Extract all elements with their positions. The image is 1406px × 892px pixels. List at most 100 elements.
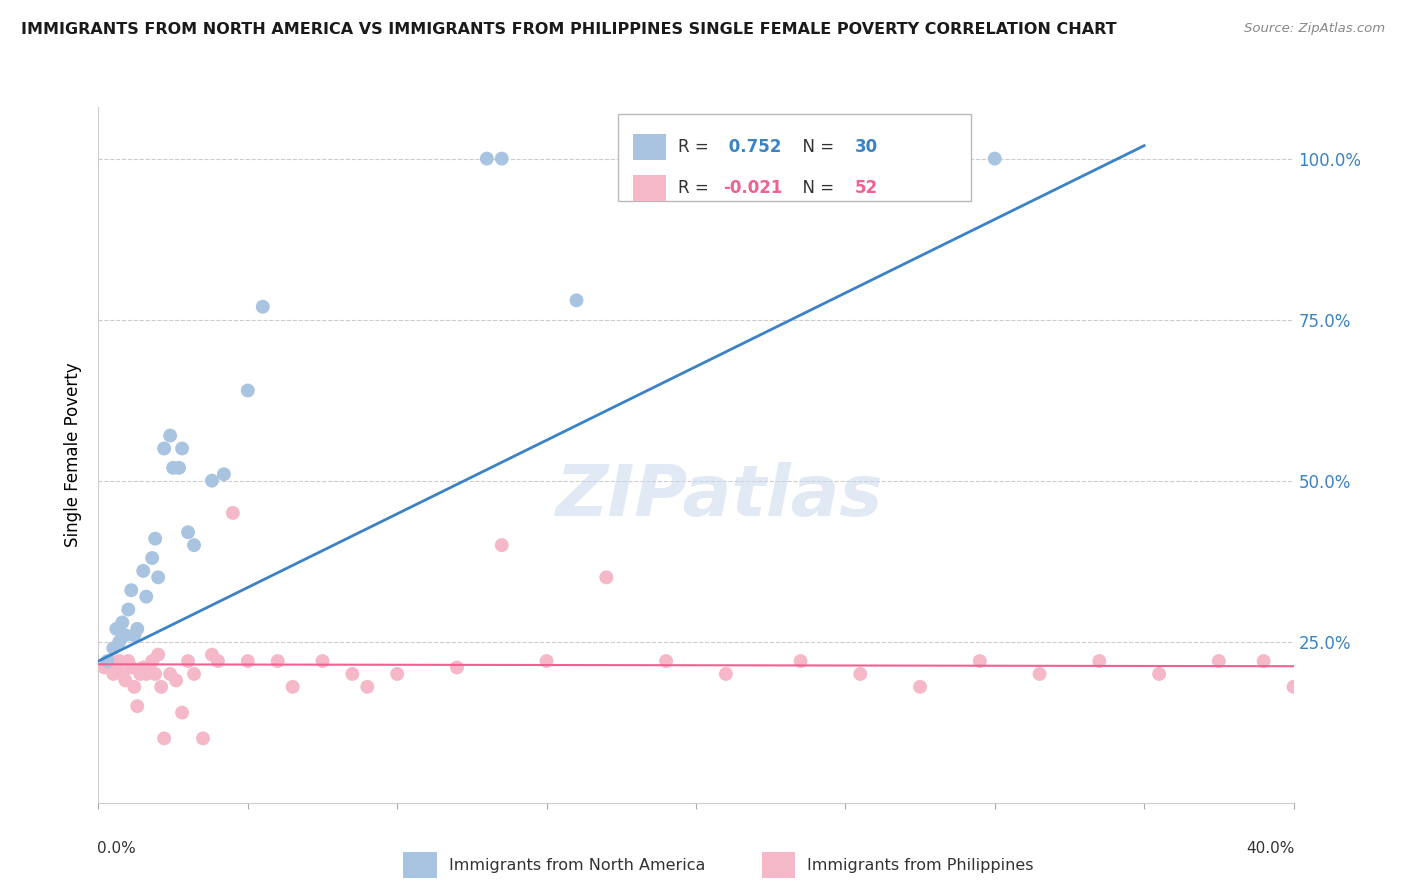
Text: Immigrants from Philippines: Immigrants from Philippines	[807, 858, 1033, 873]
Point	[103, 641, 125, 656]
Point	[491, 152, 513, 166]
Point	[172, 706, 194, 720]
Point	[491, 538, 513, 552]
Point	[100, 654, 122, 668]
FancyBboxPatch shape	[619, 114, 970, 201]
Point	[132, 660, 155, 674]
Point	[153, 731, 176, 746]
Point	[153, 442, 176, 456]
Y-axis label: Single Female Poverty: Single Female Poverty	[65, 363, 83, 547]
Point	[159, 667, 181, 681]
Point	[135, 590, 157, 604]
Point	[111, 615, 134, 630]
Point	[167, 460, 190, 475]
Point	[120, 583, 142, 598]
Point	[138, 660, 160, 674]
Text: N =: N =	[792, 179, 839, 197]
Point	[117, 654, 139, 668]
Point	[103, 667, 125, 681]
Text: Source: ZipAtlas.com: Source: ZipAtlas.com	[1244, 22, 1385, 36]
Text: 0.752: 0.752	[724, 138, 782, 156]
Point	[475, 152, 498, 166]
Text: N =: N =	[792, 138, 839, 156]
Point	[281, 680, 304, 694]
Point	[908, 680, 931, 694]
Point	[1147, 667, 1170, 681]
Text: R =: R =	[678, 138, 714, 156]
Point	[183, 667, 205, 681]
Text: 30: 30	[855, 138, 877, 156]
Point	[1028, 667, 1050, 681]
Point	[1253, 654, 1275, 668]
Point	[267, 654, 290, 668]
Point	[114, 628, 136, 642]
Point	[124, 680, 146, 694]
Point	[356, 680, 378, 694]
Point	[172, 442, 194, 456]
Point	[120, 660, 142, 674]
Point	[201, 474, 224, 488]
Point	[124, 628, 146, 642]
Point	[565, 293, 588, 308]
Point	[159, 428, 181, 442]
Point	[165, 673, 187, 688]
FancyBboxPatch shape	[633, 175, 666, 201]
Point	[1208, 654, 1230, 668]
Point	[132, 564, 155, 578]
FancyBboxPatch shape	[633, 134, 666, 160]
Text: 52: 52	[855, 179, 877, 197]
FancyBboxPatch shape	[404, 853, 437, 879]
Point	[969, 654, 991, 668]
Point	[536, 654, 558, 668]
Point	[342, 667, 364, 681]
Point	[93, 660, 115, 674]
FancyBboxPatch shape	[762, 853, 796, 879]
Point	[105, 660, 128, 674]
Point	[183, 538, 205, 552]
Point	[714, 667, 737, 681]
Point	[201, 648, 224, 662]
Point	[162, 460, 184, 475]
Point	[789, 654, 811, 668]
Point	[207, 654, 229, 668]
Point	[177, 525, 200, 540]
Point	[212, 467, 235, 482]
Text: Immigrants from North America: Immigrants from North America	[449, 858, 704, 873]
Point	[236, 384, 259, 398]
Point	[111, 667, 134, 681]
Point	[143, 532, 166, 546]
Point	[446, 660, 468, 674]
Text: -0.021: -0.021	[724, 179, 783, 197]
Point	[849, 667, 872, 681]
Point	[96, 654, 118, 668]
Point	[191, 731, 214, 746]
Point	[984, 152, 1007, 166]
Text: ZIPatlas: ZIPatlas	[557, 462, 883, 531]
Point	[105, 622, 128, 636]
Point	[1088, 654, 1111, 668]
Point	[150, 680, 173, 694]
Point	[311, 654, 333, 668]
Point	[117, 602, 139, 616]
Text: 0.0%: 0.0%	[97, 841, 136, 856]
Point	[135, 667, 157, 681]
Point	[595, 570, 617, 584]
Point	[148, 648, 170, 662]
Point	[108, 634, 131, 648]
Point	[127, 699, 149, 714]
Point	[1282, 680, 1305, 694]
Point	[177, 654, 200, 668]
Point	[141, 654, 163, 668]
Point	[252, 300, 274, 314]
Point	[108, 654, 131, 668]
Point	[148, 570, 170, 584]
Point	[114, 673, 136, 688]
Point	[222, 506, 245, 520]
Point	[129, 667, 152, 681]
Point	[385, 667, 409, 681]
Text: IMMIGRANTS FROM NORTH AMERICA VS IMMIGRANTS FROM PHILIPPINES SINGLE FEMALE POVER: IMMIGRANTS FROM NORTH AMERICA VS IMMIGRA…	[21, 22, 1116, 37]
Point	[143, 667, 166, 681]
Text: 40.0%: 40.0%	[1246, 841, 1295, 856]
Point	[236, 654, 259, 668]
Point	[655, 654, 678, 668]
